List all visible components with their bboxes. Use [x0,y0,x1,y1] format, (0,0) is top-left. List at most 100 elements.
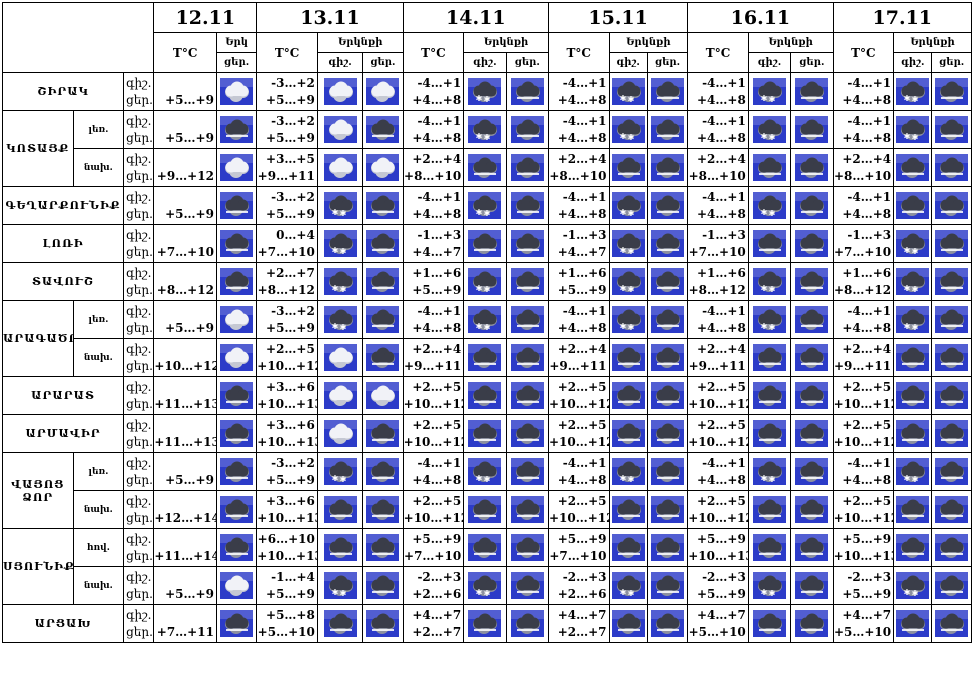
rain-cloud-icon [215,490,258,529]
day-temperature: +5…+9 [266,206,315,221]
temperature-cell: +11…+13 [153,414,217,453]
day-temperature: +11…+14 [154,548,217,563]
time-label: գիշ. [126,265,152,280]
region-name: ՎԱՅՈՑ ՁՈՐ [2,452,74,529]
temperature-cell: +5…+9 +10…+13 [687,528,749,567]
cloud-icon [316,72,364,111]
snow-cloud-icon: ✱ ✱ [608,566,648,605]
region-name: ՏԱՎՈՒՇ [1,262,125,301]
svg-text:✱: ✱ [619,322,626,331]
night-temperature [155,417,214,434]
day-temperature: +4…+8 [842,320,892,335]
svg-text:✱: ✱ [761,588,768,597]
cloud-icon [362,148,404,187]
rain-cloud-icon [931,338,972,377]
rain-cloud-icon [931,224,972,263]
temperature-cell: +2…+5 +10…+12 [547,376,610,415]
rain-cloud-icon [646,300,689,339]
cloud-icon [316,338,364,377]
cloud-icon [215,566,258,605]
temperature-cell: +4…+7 +2…+7 [402,604,465,643]
day-temperature: +4…+8 [842,472,892,487]
night-temperature [155,151,214,168]
day-temperature: +8…+12 [156,282,214,297]
night-temperature: -4…+1 [847,189,892,204]
svg-text:✱: ✱ [484,589,491,598]
rain-cloud-icon [931,110,972,149]
day-header: ցեր. [790,52,834,73]
night-temperature: -3…+2 [271,189,315,204]
svg-text:✱: ✱ [761,474,768,483]
day-temperature: +10…+13 [688,548,749,563]
temperature-cell: -1…+3 +4…+7 [402,224,465,263]
temperature-cell: +9…+12 [153,148,217,187]
svg-text:✱: ✱ [627,247,634,256]
night-temperature: +3…+6 [266,493,315,508]
rain-cloud-icon [893,490,933,529]
rain-cloud-icon [463,528,507,567]
cloud-icon [316,376,364,415]
time-label: գիշ. [126,341,152,356]
temperature-cell: +7…+11 [153,604,217,643]
time-of-day-label: գիշ. ցեր. [123,376,155,415]
temperature-cell: -2…+3 +2…+6 [402,566,465,605]
day-temperature: +11…+13 [154,396,217,411]
rain-cloud-icon [608,414,648,453]
snow-cloud-icon: ✱ ✱ [463,300,507,339]
rain-cloud-icon [505,604,549,643]
rain-cloud-icon [362,414,404,453]
snow-cloud-icon: ✱ ✱ [893,224,933,263]
day-temperature: +4…+8 [696,206,746,221]
svg-text:✱: ✱ [627,285,634,294]
night-temperature: -2…+3 [702,569,746,584]
svg-text:✱: ✱ [761,322,768,331]
night-temperature: +2…+5 [266,341,315,356]
night-temperature: +2…+5 [696,417,746,432]
cloud-icon [215,300,258,339]
night-temperature: -4…+1 [562,303,607,318]
time-label: գիշ. [126,113,152,128]
snow-cloud-icon: ✱ ✱ [463,186,507,225]
rain-cloud-icon [316,528,364,567]
rain-cloud-icon [505,528,549,567]
snow-cloud-icon: ✱ ✱ [747,566,792,605]
day-temperature: +2…+6 [412,586,462,601]
day-temperature: +5…+9 [266,472,315,487]
temperature-cell: -4…+1 +4…+8 [402,72,465,111]
day-temperature: +10…+12 [833,396,894,411]
night-temperature: -4…+1 [562,189,607,204]
date-header: 12.11 [153,2,258,33]
day-temperature: +5…+9 [165,320,214,335]
rain-cloud-icon [362,452,404,491]
svg-text:✱: ✱ [627,323,634,332]
time-label: ցեր. [126,244,153,259]
temperature-cell: +2…+4 +9…+11 [687,338,749,377]
rain-cloud-icon [362,566,404,605]
day-temperature: +9…+11 [549,358,607,373]
temperature-cell: +2…+5 +10…+12 [832,414,895,453]
night-temperature: -4…+1 [702,303,746,318]
night-temperature: +2…+5 [842,417,892,432]
day-temperature: +8…+10 [404,168,462,183]
sky-header: Երկնքի [893,32,972,53]
rain-cloud-icon [646,566,689,605]
rain-cloud-icon [931,148,972,187]
day-temperature: +10…+13 [833,548,894,563]
night-temperature: +5…+9 [412,531,462,546]
region-row: ԱՐՄԱՎԻՐ գիշ. ցեր. +11…+13 +3…+6 +10…+13 +2…+5 +… [1,414,972,453]
night-temperature: +1…+6 [412,265,462,280]
svg-text:✱: ✱ [627,133,634,142]
night-temperature: +2…+5 [557,417,607,432]
night-temperature: +2…+4 [412,151,462,166]
day-temperature: +5…+9 [266,586,315,601]
day-temperature: +9…+12 [156,168,214,183]
night-temperature [155,189,214,206]
time-of-day-label: գիշ. ցեր. [123,528,155,567]
time-label: գիշ. [126,455,152,470]
day-temperature: +10…+12 [154,358,217,373]
night-temperature: +2…+5 [557,379,607,394]
temperature-cell: -4…+1 +4…+8 [687,452,749,491]
day-temperature: +5…+9 [266,92,315,107]
temperature-cell: -3…+2 +5…+9 [256,186,318,225]
day-temperature: +5…+9 [165,472,214,487]
